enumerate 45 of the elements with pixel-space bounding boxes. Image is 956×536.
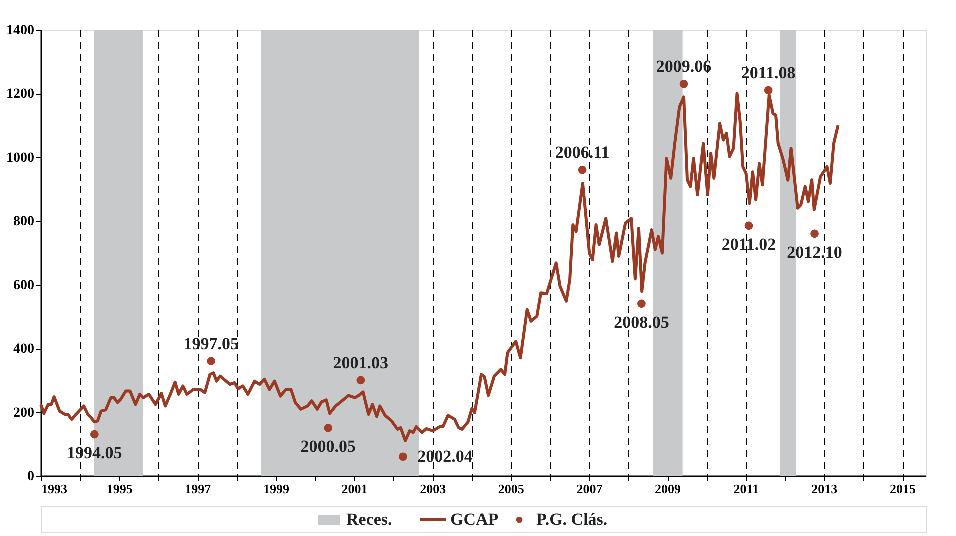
point [638,300,646,308]
legend-label: GCAP [450,510,499,529]
annotation: 2012.10 [787,242,842,262]
point [399,452,408,462]
x-tick-label: 2013 [812,482,838,496]
x-tick-label: 2011 [734,482,760,496]
x-tick-label: 2003 [420,482,447,496]
y-tick-label: 200 [14,406,34,421]
y-tick-label: 1400 [6,24,34,38]
x-tick-label: 1993 [42,482,68,496]
y-tick-label: 1200 [6,87,34,102]
x-tick-label: 2015 [890,482,917,496]
annotation: 2011.08 [741,64,796,83]
legend-label: P.G. Clás. [536,510,608,529]
point [90,430,99,439]
point [356,376,366,385]
x-tick-label: 2005 [498,482,525,496]
x-tick-label: 2001 [342,482,368,496]
x-tick-label: 1995 [106,482,134,496]
annotation: 2011.02 [722,234,776,254]
y-tick-label: 0 [28,470,34,484]
point [744,222,754,230]
x-tick-label: 2009 [655,482,682,496]
y-tick-label: 600 [14,278,34,294]
x-tick-label: 1997 [185,482,212,496]
point [764,86,773,95]
annotation: 2000.05 [300,437,356,456]
point [680,80,688,88]
y-tick-label: 800 [14,214,34,230]
annotation: 2008.05 [614,312,670,332]
annotation: 2006.11 [555,143,610,162]
point [207,357,216,366]
x-tick-label: 2007 [576,482,604,496]
y-tick-label: 1000 [6,150,34,166]
y-tick-label: 400 [14,342,34,358]
annotation: 2009.06 [656,57,712,76]
annotation: 2002.04 [418,446,474,466]
annotation: 2001.03 [333,353,389,372]
point [578,166,587,174]
point [810,230,819,238]
x-tick-label: 1999 [263,482,290,496]
annotation: 1994.05 [67,444,122,463]
annotation: 1997.05 [184,334,239,354]
legend-label: Reces. [346,510,392,529]
point [324,424,333,432]
